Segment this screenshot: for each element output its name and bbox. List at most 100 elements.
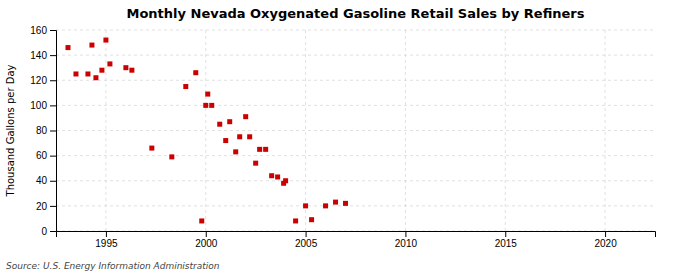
point <box>103 38 108 43</box>
point <box>233 149 238 154</box>
y-tick-label: 100 <box>30 100 47 111</box>
title: Monthly Nevada Oxygenated Gasoline Retai… <box>126 6 584 21</box>
x-tick: 2010 <box>395 231 418 249</box>
point <box>199 218 204 223</box>
y-tick-mark <box>50 80 56 81</box>
y-tick: 160 <box>30 25 56 36</box>
point <box>253 161 258 166</box>
x-tick: 2000 <box>195 231 218 249</box>
y-tick: 100 <box>30 100 56 111</box>
x-tick-mark <box>505 231 506 237</box>
x-grid-line <box>405 30 406 231</box>
y-tick-label: 40 <box>36 175 48 186</box>
x-tick: 1995 <box>95 231 118 249</box>
point <box>257 147 262 152</box>
y-axis-title: Thousand Gallons per Day <box>5 64 16 197</box>
point <box>333 200 338 205</box>
point <box>309 217 314 222</box>
x-tick-label: 1995 <box>95 238 118 249</box>
x-tick: 2020 <box>594 231 617 249</box>
point <box>223 138 228 143</box>
x-tick-mark <box>206 231 207 237</box>
y-tick-label: 20 <box>36 201 48 212</box>
point <box>269 173 274 178</box>
x-tick-label: 2020 <box>594 238 617 249</box>
x-tick-mark <box>106 231 107 237</box>
point <box>263 147 268 152</box>
y-tick-label: 160 <box>30 25 47 36</box>
y-tick-label: 60 <box>36 150 48 161</box>
y-tick-mark <box>50 156 56 157</box>
x-tick-label: 2000 <box>195 238 218 249</box>
y-grid-line <box>56 80 655 81</box>
y-tick-mark <box>50 131 56 132</box>
point <box>217 122 222 127</box>
y-grid-line <box>56 30 655 31</box>
point <box>203 103 208 108</box>
point <box>183 84 188 89</box>
chart-container: 1995 2000 2005 2010 2015 2020 0 20 40 60 80 100 120 1… <box>0 0 675 275</box>
point <box>205 92 210 97</box>
point <box>99 68 104 73</box>
y-tick-mark <box>50 30 56 31</box>
y-grid-line <box>56 55 655 56</box>
y-grid-line <box>56 180 655 181</box>
y-grid-line <box>56 155 655 156</box>
x-tick-mark <box>405 231 406 237</box>
annotation: Source: U.S. Energy Information Administ… <box>6 261 220 271</box>
y-grid-line <box>56 130 655 131</box>
y-tick-mark <box>50 55 56 56</box>
x-tick-label: 2010 <box>395 238 418 249</box>
y-tick: 20 <box>36 201 56 212</box>
x-tick: 2005 <box>295 231 318 249</box>
x-axis: 1995 2000 2005 2010 2015 2020 <box>57 231 656 249</box>
y-tick: 140 <box>30 50 56 61</box>
x-grid-line <box>105 30 106 231</box>
y-tick-label: 140 <box>30 50 47 61</box>
y-grid-line <box>56 105 655 106</box>
x-grid-line <box>205 30 206 231</box>
plot-area: 1995 2000 2005 2010 2015 2020 0 20 40 60 80 100 120 1… <box>30 25 655 249</box>
x-axis-line <box>57 232 656 238</box>
y-grid-line <box>56 205 655 206</box>
point <box>209 103 214 108</box>
point <box>73 71 78 76</box>
y-tick: 120 <box>30 75 56 86</box>
point <box>275 174 280 179</box>
points <box>65 38 348 224</box>
y-tick-mark <box>50 231 56 232</box>
x-grid-line <box>605 30 606 231</box>
x-tick-mark <box>306 231 307 237</box>
y-tick: 0 <box>41 226 56 237</box>
point <box>89 43 94 48</box>
point <box>169 154 174 159</box>
point <box>123 65 128 70</box>
point <box>193 70 198 75</box>
x-tick-label: 2015 <box>495 238 518 249</box>
point <box>303 203 308 208</box>
y-tick-mark <box>50 181 56 182</box>
x-tick: 2015 <box>495 231 518 249</box>
grid <box>56 30 655 231</box>
point <box>227 119 232 124</box>
point <box>93 75 98 80</box>
point <box>129 68 134 73</box>
y-tick-label: 80 <box>36 125 48 136</box>
x-grid-line <box>305 30 306 231</box>
y-tick: 80 <box>36 125 56 136</box>
x-tick-label: 2005 <box>295 238 318 249</box>
point <box>85 71 90 76</box>
y-axis-line <box>50 31 57 232</box>
point <box>65 45 70 50</box>
point <box>283 178 288 183</box>
point <box>247 134 252 139</box>
point <box>107 61 112 66</box>
x-tick-mark <box>605 231 606 237</box>
chart-svg: 1995 2000 2005 2010 2015 2020 0 20 40 60 80 100 120 1… <box>0 0 675 275</box>
point <box>293 218 298 223</box>
y-tick-mark <box>50 105 56 106</box>
y-tick-label: 0 <box>41 226 47 237</box>
point <box>243 114 248 119</box>
point <box>323 203 328 208</box>
point <box>237 134 242 139</box>
